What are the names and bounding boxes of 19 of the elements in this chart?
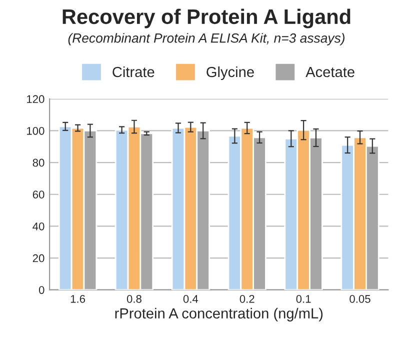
x-tick-label: 0.05 bbox=[350, 295, 370, 303]
y-tick-label: 120 bbox=[27, 95, 44, 104]
x-axis-title: rProtein A concentration (ng/mL) bbox=[115, 308, 323, 322]
chart-title: Recovery of Protein A Ligand bbox=[62, 8, 350, 28]
y-tick-label: 80 bbox=[32, 158, 44, 167]
legend-label: Glycine bbox=[206, 66, 254, 80]
legend-label: Acetate bbox=[306, 66, 354, 78]
y-tick-label: 0 bbox=[38, 286, 44, 294]
x-tick-label: 0.1 bbox=[296, 295, 311, 303]
y-tick-label: 60 bbox=[32, 190, 44, 199]
x-tick-label: 0.2 bbox=[240, 295, 254, 303]
y-tick-label: 40 bbox=[32, 222, 44, 230]
legend-label: Citrate bbox=[112, 66, 154, 78]
x-tick-label: 0.4 bbox=[183, 295, 198, 303]
y-tick-label: 20 bbox=[32, 254, 44, 262]
x-tick-label: 0.8 bbox=[126, 295, 142, 303]
x-tick-label: 1.6 bbox=[70, 295, 86, 303]
y-tick-label: 100 bbox=[27, 126, 44, 135]
chart-subtitle: (Recombinant Protein A ELISA Kit, n=3 assays) bbox=[68, 33, 344, 46]
